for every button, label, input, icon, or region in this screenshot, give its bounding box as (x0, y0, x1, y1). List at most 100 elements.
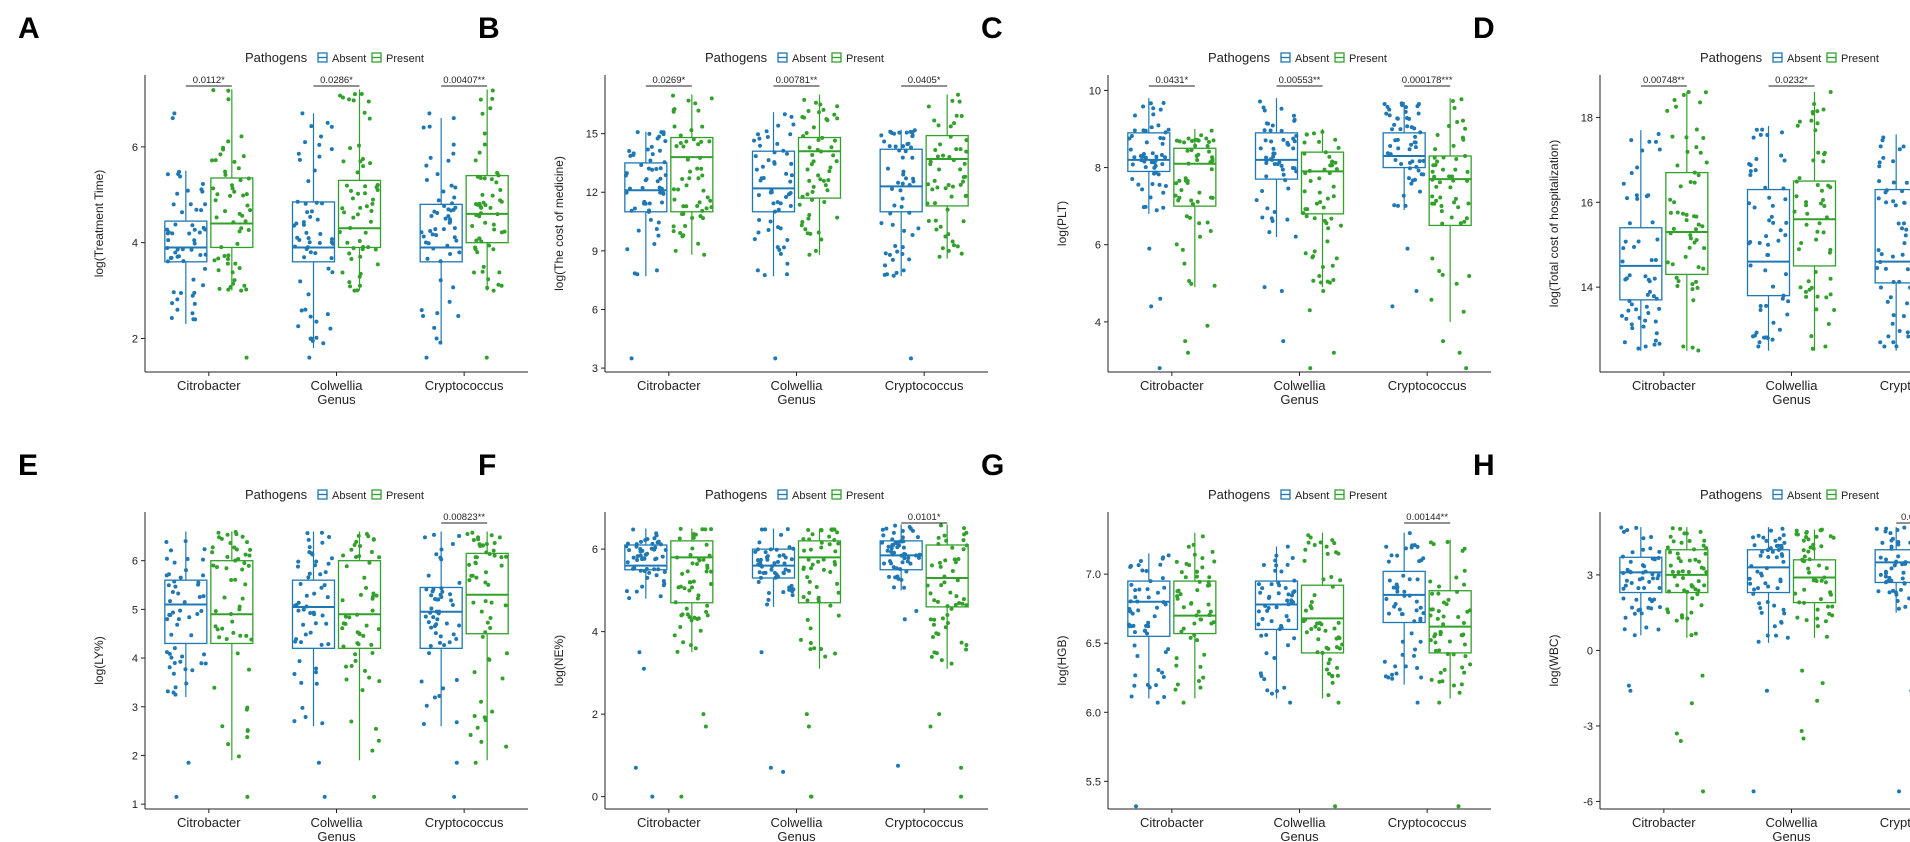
data-point (916, 226, 921, 231)
data-point (1332, 541, 1337, 546)
data-point (1311, 131, 1316, 136)
data-point (949, 194, 954, 199)
data-point (226, 742, 231, 747)
data-point (425, 256, 430, 261)
data-point (936, 535, 941, 540)
data-point (649, 144, 654, 149)
data-point (647, 131, 652, 136)
data-point (475, 250, 480, 255)
data-point (1321, 205, 1326, 210)
outlier-point (1689, 701, 1694, 706)
data-point (781, 148, 786, 153)
data-point (344, 183, 349, 188)
data-point (239, 134, 244, 139)
data-point (772, 150, 777, 155)
data-point (1182, 261, 1187, 266)
x-tick-label: Cryptococcus (1388, 378, 1467, 393)
data-point (1132, 683, 1137, 688)
data-point (426, 573, 431, 578)
data-point (438, 592, 443, 597)
data-point (1657, 147, 1662, 152)
data-point (650, 541, 655, 546)
data-point (672, 633, 677, 638)
data-point (945, 620, 950, 625)
data-point (292, 671, 297, 676)
data-point (199, 208, 204, 213)
data-point (818, 102, 823, 107)
data-point (238, 633, 243, 638)
data-point (1894, 344, 1899, 349)
data-point (635, 130, 640, 135)
data-point (1211, 138, 1216, 143)
data-point (906, 141, 911, 146)
data-point (1440, 679, 1445, 684)
data-point (943, 186, 948, 191)
data-point (341, 553, 346, 558)
outlier-point (1464, 366, 1469, 371)
data-point (768, 547, 773, 552)
data-point (1388, 144, 1393, 149)
data-point (821, 107, 826, 112)
data-point (1327, 671, 1332, 676)
data-point (1188, 635, 1193, 640)
data-point (1196, 609, 1201, 614)
data-point (1462, 642, 1467, 647)
data-point (1403, 109, 1408, 114)
data-point (661, 130, 666, 135)
data-point (887, 144, 892, 149)
data-point (171, 671, 176, 676)
data-point (370, 596, 375, 601)
data-point (926, 182, 931, 187)
data-point (631, 527, 636, 532)
data-point (1652, 342, 1657, 347)
data-point (689, 128, 694, 133)
data-point (1291, 113, 1296, 118)
data-point (1452, 200, 1457, 205)
data-point (172, 661, 177, 666)
data-point (1293, 234, 1298, 239)
data-point (1748, 173, 1753, 178)
data-point (1458, 221, 1463, 226)
data-point (1419, 172, 1424, 177)
data-point (424, 587, 429, 592)
data-point (1290, 556, 1295, 561)
data-point (1338, 223, 1343, 228)
data-point (1674, 275, 1679, 280)
data-point (189, 633, 194, 638)
data-point (1801, 538, 1806, 543)
data-point (1635, 196, 1640, 201)
y-axis-title: log(LY%) (92, 636, 106, 684)
box-present (670, 526, 714, 799)
data-point (831, 153, 836, 158)
data-point (1414, 164, 1419, 169)
data-point (1459, 97, 1464, 102)
data-point (825, 188, 830, 193)
data-point (1460, 548, 1465, 553)
data-point (835, 104, 840, 109)
data-point (654, 166, 659, 171)
data-point (351, 98, 356, 103)
significance-label: 0.0232* (1775, 75, 1808, 86)
data-point (1453, 167, 1458, 172)
data-point (349, 188, 354, 193)
data-point (641, 201, 646, 206)
data-point (454, 636, 459, 641)
data-point (959, 251, 964, 256)
y-tick-label: 10 (1089, 85, 1101, 97)
data-point (880, 527, 885, 532)
data-point (1878, 555, 1883, 560)
data-point (681, 211, 686, 216)
outlier-point (434, 336, 439, 341)
data-point (1303, 617, 1308, 622)
data-point (1823, 619, 1828, 624)
significance-label: 0.0112* (193, 75, 225, 86)
data-point (624, 589, 629, 594)
data-point (647, 201, 652, 206)
data-point (1445, 540, 1450, 545)
data-point (190, 223, 195, 228)
data-point (1442, 667, 1447, 672)
data-point (375, 262, 380, 267)
data-point (700, 208, 705, 213)
data-point (325, 312, 330, 317)
data-point (785, 527, 790, 532)
